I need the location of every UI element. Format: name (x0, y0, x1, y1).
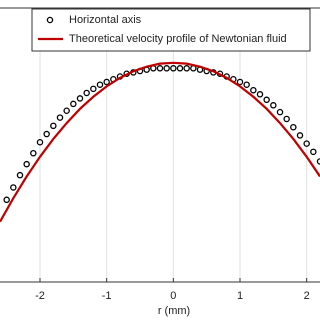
data-point (236, 78, 244, 86)
data-point (36, 139, 44, 146)
x-tick-label: -1 (102, 290, 112, 302)
data-point (63, 107, 70, 115)
data-point (90, 85, 97, 93)
data-point (263, 96, 270, 104)
data-point (163, 65, 170, 72)
data-point (170, 65, 177, 72)
data-point (290, 123, 297, 131)
data-point (30, 149, 37, 157)
data-point (310, 148, 317, 156)
data-point (270, 102, 277, 109)
data-point (43, 130, 50, 138)
legend-label: Theoretical velocity profile of Newtonia… (69, 33, 287, 45)
data-point (296, 132, 304, 139)
x-axis-label: r (mm) (158, 305, 190, 317)
data-point (16, 171, 24, 179)
x-tick-label: 0 (170, 290, 176, 302)
legend-label: Horizontal axis (69, 14, 142, 26)
data-point (303, 140, 310, 147)
data-point (50, 122, 57, 130)
data-point (103, 78, 110, 86)
x-tick-label: 2 (304, 290, 310, 302)
data-point (76, 95, 84, 102)
data-point (156, 65, 164, 72)
data-point (176, 65, 184, 72)
legend-marker (46, 16, 54, 24)
data-point (283, 115, 290, 123)
data-point (3, 196, 10, 204)
data-point (96, 81, 104, 88)
data-point (276, 108, 284, 116)
data-point (23, 160, 30, 168)
legend-box (31, 8, 311, 52)
data-point (70, 100, 77, 108)
data-line (0, 61, 320, 223)
data-point (56, 114, 64, 121)
data-point (250, 86, 257, 94)
data-point (10, 184, 17, 191)
data-point (256, 91, 264, 98)
data-point (83, 89, 90, 97)
x-tick-label: -2 (35, 290, 45, 302)
legend: Horizontal axis Theoretical velocity prof… (31, 8, 311, 52)
data-point (183, 65, 190, 72)
x-tick-label: 1 (237, 290, 243, 302)
data-point (243, 81, 250, 88)
